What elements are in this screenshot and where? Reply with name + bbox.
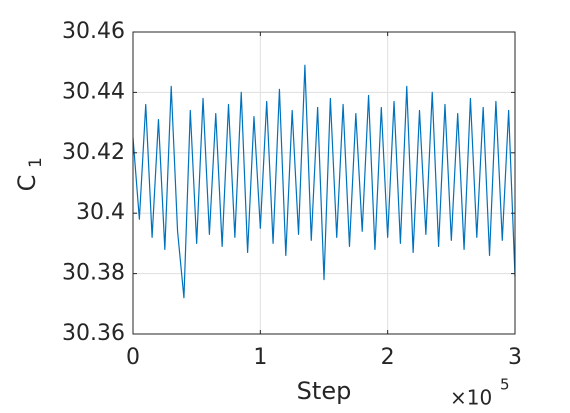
x-tick-label: 1 (253, 345, 267, 370)
x-tick-label: 2 (381, 345, 395, 370)
x-multiplier-exponent: 5 (500, 376, 510, 394)
y-axis-label: C (13, 175, 41, 192)
y-tick-label: 30.4 (76, 200, 125, 225)
x-tick-label: 0 (126, 345, 140, 370)
y-tick-label: 30.36 (62, 321, 125, 346)
y-axis-label-group: C 1 (13, 157, 46, 191)
y-tick-label: 30.42 (62, 140, 125, 165)
ticks: 30.36 30.38 30.4 30.42 30.44 30.46 0 1 2 3 (62, 19, 522, 370)
data-line (132, 64, 516, 299)
y-tick-label: 30.46 (62, 19, 125, 44)
x-tick-label: 3 (508, 345, 522, 370)
plot-area (132, 64, 516, 299)
x-axis-label: Step (297, 377, 352, 405)
y-tick-label: 30.44 (62, 79, 125, 104)
axes-box (132, 31, 516, 335)
x-multiplier: ×10 (450, 386, 492, 410)
y-tick-label: 30.38 (62, 261, 125, 286)
y-axis-label-subscript: 1 (26, 157, 46, 168)
